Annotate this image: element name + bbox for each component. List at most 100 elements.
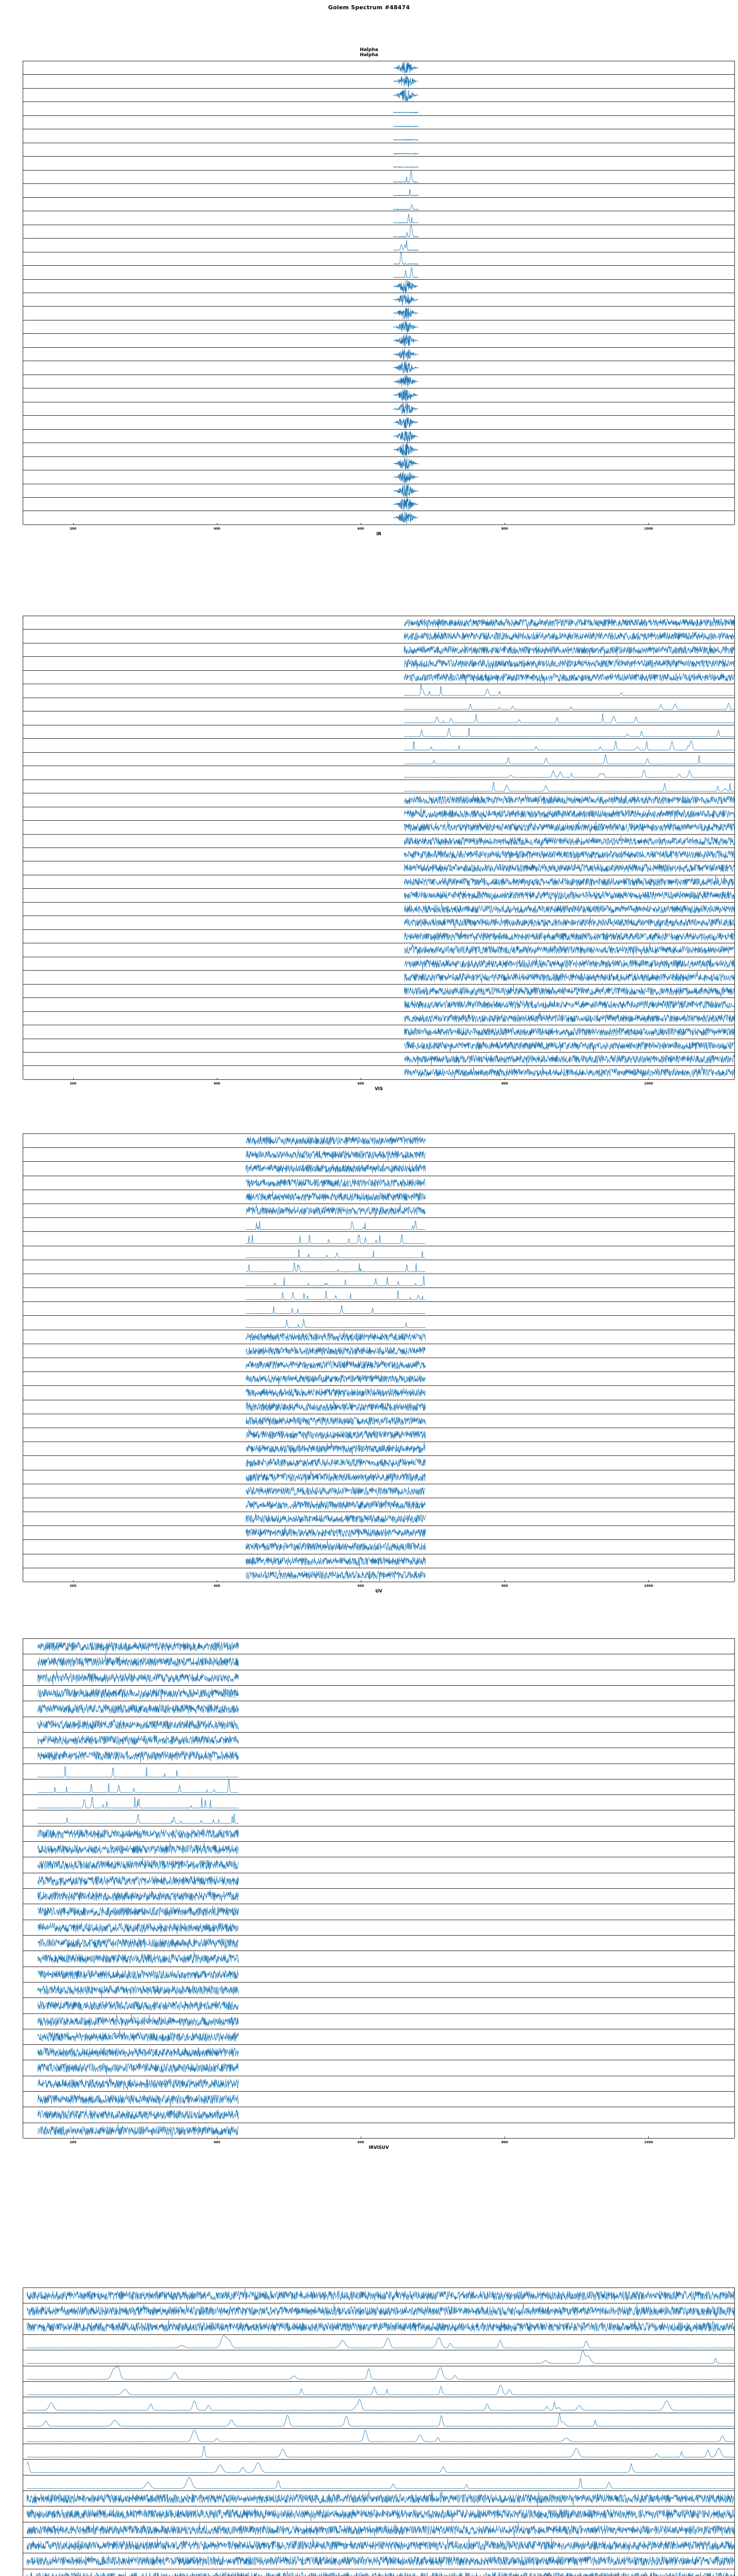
spectrum-trace <box>246 1344 426 1358</box>
x-tick-label: 600 <box>357 1082 364 1086</box>
spectrum-trace <box>393 293 418 306</box>
spectrum-row: 1500 <box>23 1935 734 1952</box>
spectrum-row: 1250 <box>23 1748 734 1764</box>
spectrum-row: 425 <box>23 984 734 998</box>
spectrum-trace <box>37 1795 239 1810</box>
spectrum-row: 425 <box>23 957 734 971</box>
spectrum-trace <box>37 1936 239 1951</box>
spectrum-row: 1750 <box>23 2092 734 2108</box>
x-axis-1: 200 400 600 800 1000 VIS <box>23 1078 735 1092</box>
spectrum-row: 650 <box>23 1330 734 1344</box>
spectrum-trace <box>393 266 418 279</box>
spectrum-trace <box>26 2569 734 2576</box>
spectrum-trace <box>37 1951 239 1966</box>
spectrum-trace <box>393 184 418 197</box>
spectrum-trace <box>393 361 418 374</box>
x-tick-label: 600 <box>357 2141 364 2144</box>
spectrum-trace <box>393 102 418 115</box>
spectrum-trace <box>393 511 418 524</box>
spectrum-row: 200 <box>23 211 734 225</box>
spectrum-row: 425 <box>23 1053 734 1066</box>
spectrum-row: 600 <box>23 1372 734 1386</box>
spectrum-row: 4 <box>23 225 734 239</box>
x-tick-label: 400 <box>213 1584 221 1588</box>
spectrum-trace <box>246 1386 426 1399</box>
spectrum-row: 1750 <box>23 1670 734 1686</box>
spectrum-row: 200 <box>23 1274 734 1289</box>
spectrum-row: 425 <box>23 916 734 930</box>
spectrum-trace <box>393 334 418 347</box>
spectrum-trace <box>37 1967 239 1982</box>
spectrum-trace <box>37 2060 239 2075</box>
spectrum-trace <box>246 1302 426 1315</box>
spectrum-trace <box>26 2350 734 2365</box>
spectrum-row: 450 <box>23 1039 734 1053</box>
spectrum-row: 1750 <box>23 1920 734 1936</box>
x-axis-label-1: VIS <box>375 1087 383 1092</box>
spectrum-row: 1250 <box>23 2123 734 2139</box>
spectrum-trace <box>404 916 734 929</box>
spectrum-trace <box>37 1810 239 1825</box>
spectrum-row: 4000 <box>23 2366 734 2382</box>
spectrum-row: 475 <box>23 889 734 903</box>
spectrum-trace <box>37 2014 239 2029</box>
spectrum-trace <box>393 252 418 265</box>
spectrum-trace <box>393 129 418 142</box>
spectrum-row: 175 <box>23 456 734 471</box>
spectrum-trace <box>393 280 418 293</box>
spectrum-row: 450 <box>23 684 734 698</box>
spectrum-trace <box>246 1246 426 1260</box>
panel-group-1: 4504254754504254504006004002006004002004… <box>0 616 738 1095</box>
spectrum-trace <box>393 320 418 333</box>
spectrum-trace <box>404 889 734 902</box>
spectrum-trace <box>404 971 734 984</box>
spectrum-row: 625 <box>23 2522 734 2538</box>
spectrum-row: 600 <box>23 1526 734 1540</box>
axes-stack-4: 6256005755000250040002000400020004000200… <box>23 2287 735 2576</box>
spectrum-trace <box>26 2335 734 2350</box>
spectrum-trace <box>37 1779 239 1794</box>
spectrum-row: 450 <box>23 971 734 985</box>
axes-stack-0: 1851801757505002505002505002504002004240… <box>23 61 735 525</box>
spectrum-trace <box>246 1232 426 1245</box>
x-tick-label: 800 <box>501 1082 508 1086</box>
spectrum-trace <box>37 1998 239 2013</box>
spectrum-row: 1500 <box>23 2107 734 2123</box>
spectrum-row: 475 <box>23 848 734 862</box>
spectrum-row: 1250 <box>23 1982 734 1998</box>
spectrum-trace <box>37 2029 239 2044</box>
spectrum-trace <box>246 1400 426 1414</box>
spectrum-row: 475 <box>23 643 734 657</box>
spectrum-trace <box>37 1857 239 1872</box>
spectrum-trace <box>37 1842 239 1857</box>
spectrum-row: 675 <box>23 1176 734 1190</box>
spectrum-row: 150 <box>23 334 734 348</box>
spectrum-trace <box>37 1982 239 1997</box>
x-axis-label-0: IR <box>376 532 381 537</box>
spectrum-trace <box>246 1148 426 1161</box>
spectrum-row: 450 <box>23 821 734 835</box>
x-tick-label: 1000 <box>644 527 653 531</box>
spectrum-trace <box>37 1654 239 1669</box>
spectrum-row: 1500 <box>23 1654 734 1670</box>
spectrum-row: 125 <box>23 484 734 498</box>
spectrum-row: 450 <box>23 1011 734 1026</box>
panel-group-2: 6756506256756506256004006004002006004002… <box>0 1133 738 1597</box>
spectrum-trace <box>26 2460 734 2475</box>
spectrum-trace <box>246 1526 426 1539</box>
spectrum-row: 600 <box>23 2538 734 2554</box>
spectrum-row: 600 <box>23 1246 734 1260</box>
panel-group-0: Halpha1851801757505002505002505002504002… <box>0 53 738 540</box>
spectrum-trace <box>26 2538 734 2553</box>
spectrum-row: 425 <box>23 875 734 889</box>
panel-group-3: 1750150017501500125017501500125020001000… <box>0 1638 738 2154</box>
spectrum-row: 200 <box>23 739 734 753</box>
spectrum-trace <box>246 1316 426 1329</box>
spectrum-trace <box>404 1039 734 1052</box>
spectrum-trace <box>393 198 418 211</box>
spectrum-trace <box>26 2397 734 2412</box>
spectrum-trace <box>393 457 418 470</box>
spectrum-row: 1250 <box>23 1701 734 1717</box>
spectrum-trace <box>393 402 418 415</box>
spectrum-trace <box>393 388 418 402</box>
